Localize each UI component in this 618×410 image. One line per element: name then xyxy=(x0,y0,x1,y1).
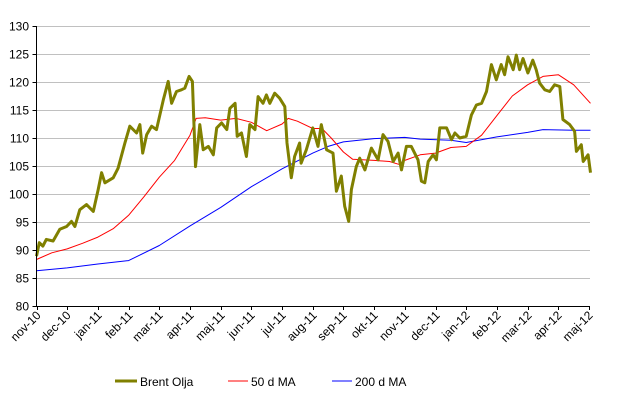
y-tick-label: 115 xyxy=(10,104,29,118)
y-tick-label: 100 xyxy=(9,188,29,202)
y-tick-label: 125 xyxy=(9,48,29,62)
legend-label-ma50: 50 d MA xyxy=(251,375,296,389)
x-tick-label: dec-11 xyxy=(407,308,442,343)
series-lines xyxy=(35,53,592,272)
x-tick-label: maj-12 xyxy=(560,308,596,344)
y-tick-label: 95 xyxy=(16,216,30,230)
x-tick-label: sep-11 xyxy=(314,308,349,343)
x-axis-ticks: nov-10dec-10jan-11feb-11mar-11apr-11maj-… xyxy=(8,306,596,345)
y-tick-label: 110 xyxy=(10,132,29,146)
y-tick-label: 120 xyxy=(9,76,29,90)
x-tick-label: okt-11 xyxy=(348,308,381,341)
x-tick-label: jan-12 xyxy=(438,308,472,342)
y-tick-label: 130 xyxy=(9,20,29,34)
legend-label-brent: Brent Olja xyxy=(140,375,194,389)
y-tick-label: 105 xyxy=(9,160,29,174)
gridlines xyxy=(36,26,590,279)
x-tick-label: mar-12 xyxy=(498,308,535,345)
x-tick-label: maj-11 xyxy=(192,308,227,343)
x-tick-label: jun-11 xyxy=(224,308,258,342)
x-tick-label: apr-11 xyxy=(163,308,197,342)
x-tick-label: nov-11 xyxy=(376,308,411,343)
x-tick-label: apr-12 xyxy=(530,308,565,343)
brent-olja-line xyxy=(35,53,592,257)
legend-label-ma200: 200 d MA xyxy=(355,375,406,389)
legend: Brent Olja 50 d MA 200 d MA xyxy=(115,375,406,389)
x-tick-label: jan-11 xyxy=(71,308,105,342)
ma200-line xyxy=(36,129,591,272)
x-tick-label: dec-10 xyxy=(38,308,74,344)
y-tick-label: 80 xyxy=(16,300,30,314)
y-tick-label: 90 xyxy=(16,244,30,258)
x-tick-label: aug-11 xyxy=(284,308,320,344)
y-axis-ticks: 80 85 90 95 100 105 110 115 120 125 130 xyxy=(9,20,37,314)
y-tick-label: 85 xyxy=(16,272,30,286)
x-tick-label: mar-11 xyxy=(129,308,165,344)
